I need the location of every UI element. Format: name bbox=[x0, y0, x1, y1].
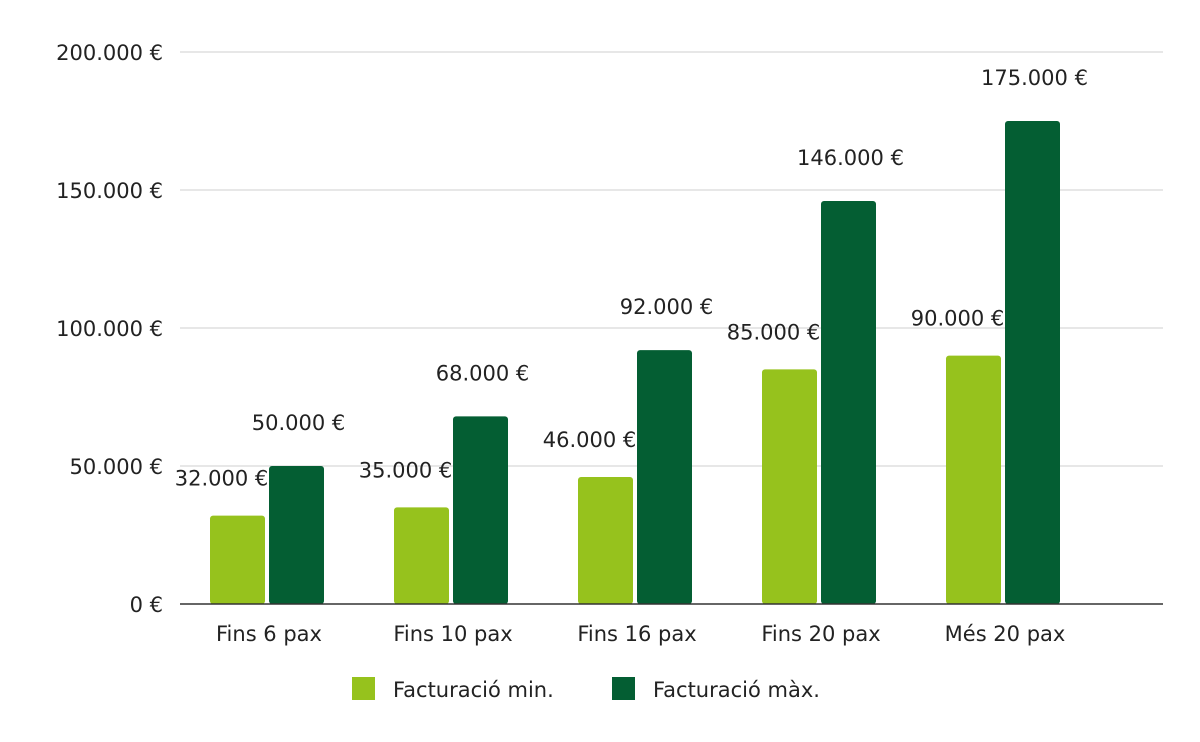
y-tick-label: 50.000 € bbox=[69, 455, 163, 479]
legend-label: Facturació min. bbox=[393, 678, 554, 702]
data-label-min-1: 32.000 € bbox=[175, 467, 269, 491]
bar-min-3 bbox=[578, 477, 633, 604]
x-tick-label: Fins 20 pax bbox=[761, 622, 880, 646]
x-tick-label: Fins 10 pax bbox=[393, 622, 512, 646]
bar-max-2 bbox=[453, 416, 508, 604]
bar-min-5 bbox=[946, 355, 1001, 604]
bar-max-3 bbox=[637, 350, 692, 604]
bar-min-4 bbox=[762, 369, 817, 604]
x-tick-label: Més 20 pax bbox=[945, 622, 1066, 646]
x-tick-label: Fins 16 pax bbox=[577, 622, 696, 646]
data-label-max-3: 92.000 € bbox=[620, 295, 714, 319]
bars bbox=[210, 121, 1060, 605]
data-labels: 32.000 € 50.000 € 35.000 € 68.000 € 46.000 €… bbox=[175, 66, 1088, 491]
bar-min-1 bbox=[210, 515, 265, 604]
data-label-min-3: 46.000 € bbox=[543, 428, 637, 452]
data-label-max-2: 68.000 € bbox=[436, 361, 530, 385]
y-tick-label: 100.000 € bbox=[56, 317, 163, 341]
bar-min-2 bbox=[394, 507, 449, 604]
data-label-max-1: 50.000 € bbox=[252, 411, 346, 435]
y-axis-tick-labels: 0 € 50.000 € 100.000 € 150.000 € 200.000 € bbox=[56, 41, 163, 617]
data-label-max-5: 175.000 € bbox=[981, 66, 1088, 90]
y-tick-label: 0 € bbox=[130, 593, 163, 617]
x-tick-label: Fins 6 pax bbox=[216, 622, 322, 646]
legend-label: Facturació màx. bbox=[653, 678, 820, 702]
legend: Facturació min. Facturació màx. bbox=[352, 677, 820, 702]
data-label-min-4: 85.000 € bbox=[727, 320, 821, 344]
legend-swatch bbox=[352, 677, 375, 700]
y-tick-label: 150.000 € bbox=[56, 179, 163, 203]
y-tick-label: 200.000 € bbox=[56, 41, 163, 65]
data-label-max-4: 146.000 € bbox=[797, 146, 904, 170]
legend-swatch bbox=[612, 677, 635, 700]
bar-max-1 bbox=[269, 466, 324, 604]
data-label-min-2: 35.000 € bbox=[359, 458, 453, 482]
bar-max-5 bbox=[1005, 121, 1060, 604]
bar-max-4 bbox=[821, 201, 876, 605]
x-axis-tick-labels: Fins 6 pax Fins 10 pax Fins 16 pax Fins 20 … bbox=[216, 622, 1065, 646]
data-label-min-5: 90.000 € bbox=[911, 307, 1005, 331]
